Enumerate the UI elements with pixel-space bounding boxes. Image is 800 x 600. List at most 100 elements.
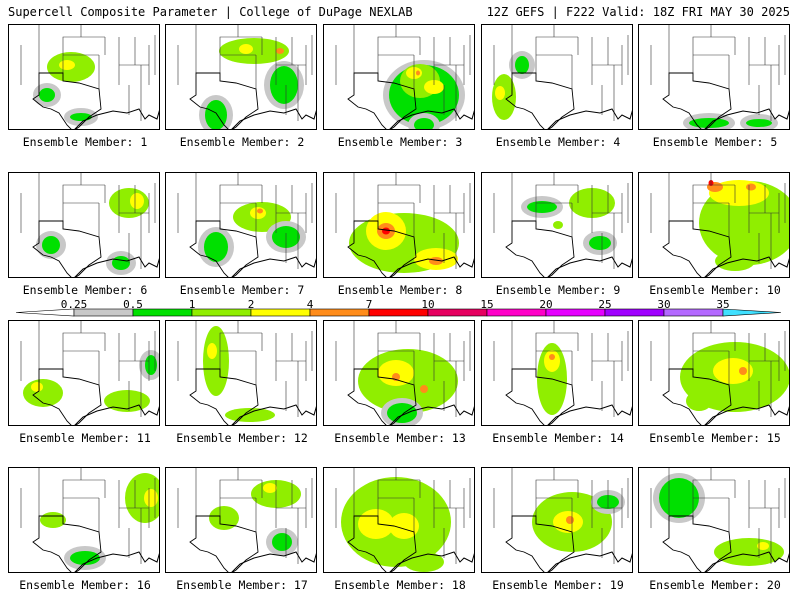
scp-field	[746, 119, 772, 127]
state-borders	[493, 321, 629, 417]
scp-field	[387, 403, 417, 423]
state-borders	[20, 173, 156, 269]
scp-field	[757, 542, 769, 550]
member-label: Ensemble Member: 15	[649, 431, 781, 445]
member-map-8	[323, 172, 475, 278]
scp-field	[553, 221, 563, 229]
gulf-coastline	[547, 404, 632, 425]
member-label: Ensemble Member: 7	[179, 283, 305, 297]
legend-high-arrow	[722, 308, 782, 317]
scp-field	[389, 513, 419, 539]
legend-tick-label: 0.25	[60, 298, 88, 311]
legend-swatch	[368, 308, 429, 317]
texas-border	[189, 220, 259, 277]
scp-field	[125, 473, 159, 523]
state-borders	[335, 173, 471, 269]
scp-field	[219, 38, 289, 64]
member-label: Ensemble Member: 10	[649, 283, 781, 297]
scp-field	[272, 533, 292, 551]
member-map-4	[481, 24, 633, 130]
member-map-7	[165, 172, 317, 278]
state-borders	[20, 468, 156, 564]
state-borders	[177, 468, 313, 564]
scp-field	[414, 118, 434, 129]
run-info: 12Z GEFS | F222 Valid: 18Z FRI MAY 30 20…	[486, 5, 790, 19]
gulf-coastline	[547, 551, 632, 572]
member-map-13	[323, 320, 475, 426]
scp-field	[382, 227, 390, 235]
scp-field	[713, 358, 753, 384]
scp-field	[263, 483, 277, 493]
scp-field	[203, 326, 229, 396]
legend-swatch	[604, 308, 665, 317]
member-label: Ensemble Member: 16	[19, 578, 151, 592]
legend-tick-label: 15	[480, 298, 494, 311]
gulf-coastline	[704, 256, 789, 277]
gulf-coastline	[231, 108, 316, 129]
member-map-15	[638, 320, 790, 426]
gulf-coastline	[389, 108, 474, 129]
scp-field	[689, 118, 729, 128]
scp-field	[566, 516, 574, 524]
legend-swatch	[486, 308, 547, 317]
scp-field	[739, 367, 747, 375]
scp-field	[420, 385, 428, 393]
legend-swatch	[309, 308, 370, 317]
legend-tick-label: 1	[188, 298, 196, 311]
state-borders	[20, 321, 156, 417]
scp-field	[416, 70, 420, 76]
member-map-5	[638, 24, 790, 130]
texas-border	[189, 72, 259, 129]
state-borders	[493, 468, 629, 564]
scp-field	[515, 56, 529, 74]
gulf-coastline	[389, 256, 474, 277]
texas-border	[505, 368, 575, 425]
legend-tick-label: 10	[421, 298, 435, 311]
gulf-coastline	[74, 551, 159, 572]
legend-tick-label: 20	[539, 298, 553, 311]
scp-field	[104, 390, 150, 412]
legend-swatch	[191, 308, 252, 317]
legend-tick-label: 35	[716, 298, 730, 311]
gulf-coastline	[231, 256, 316, 277]
member-map-1	[8, 24, 160, 130]
state-borders	[335, 25, 471, 121]
member-map-10	[638, 172, 790, 278]
state-borders	[177, 25, 313, 121]
scp-field	[40, 512, 66, 528]
legend-swatch	[663, 308, 724, 317]
texas-border	[32, 515, 102, 572]
map-title: Supercell Composite Parameter | College …	[8, 5, 413, 19]
scp-field	[204, 232, 228, 262]
member-label: Ensemble Member: 5	[652, 135, 778, 149]
legend-tick-label: 25	[598, 298, 612, 311]
legend-tick-label: 0.5	[123, 298, 143, 311]
member-label: Ensemble Member: 2	[179, 135, 305, 149]
gulf-coastline	[231, 404, 316, 425]
gulf-coastline	[74, 256, 159, 277]
color-legend	[15, 308, 782, 317]
scp-field	[527, 201, 557, 213]
member-label: Ensemble Member: 8	[337, 283, 463, 297]
member-label: Ensemble Member: 11	[19, 431, 151, 445]
state-borders	[650, 173, 786, 269]
texas-border	[662, 220, 732, 277]
member-label: Ensemble Member: 20	[649, 578, 781, 592]
texas-border	[347, 515, 417, 572]
legend-tick-label: 2	[247, 298, 255, 311]
scp-field	[424, 80, 444, 94]
state-borders	[650, 25, 786, 121]
scp-field	[686, 391, 712, 411]
gulf-coastline	[704, 551, 789, 572]
texas-border	[189, 515, 259, 572]
scp-field	[31, 382, 43, 392]
member-map-19	[481, 467, 633, 573]
member-label: Ensemble Member: 6	[22, 283, 148, 297]
state-borders	[177, 173, 313, 269]
state-borders	[650, 321, 786, 417]
member-map-20	[638, 467, 790, 573]
member-map-11	[8, 320, 160, 426]
texas-border	[189, 368, 259, 425]
member-map-14	[481, 320, 633, 426]
